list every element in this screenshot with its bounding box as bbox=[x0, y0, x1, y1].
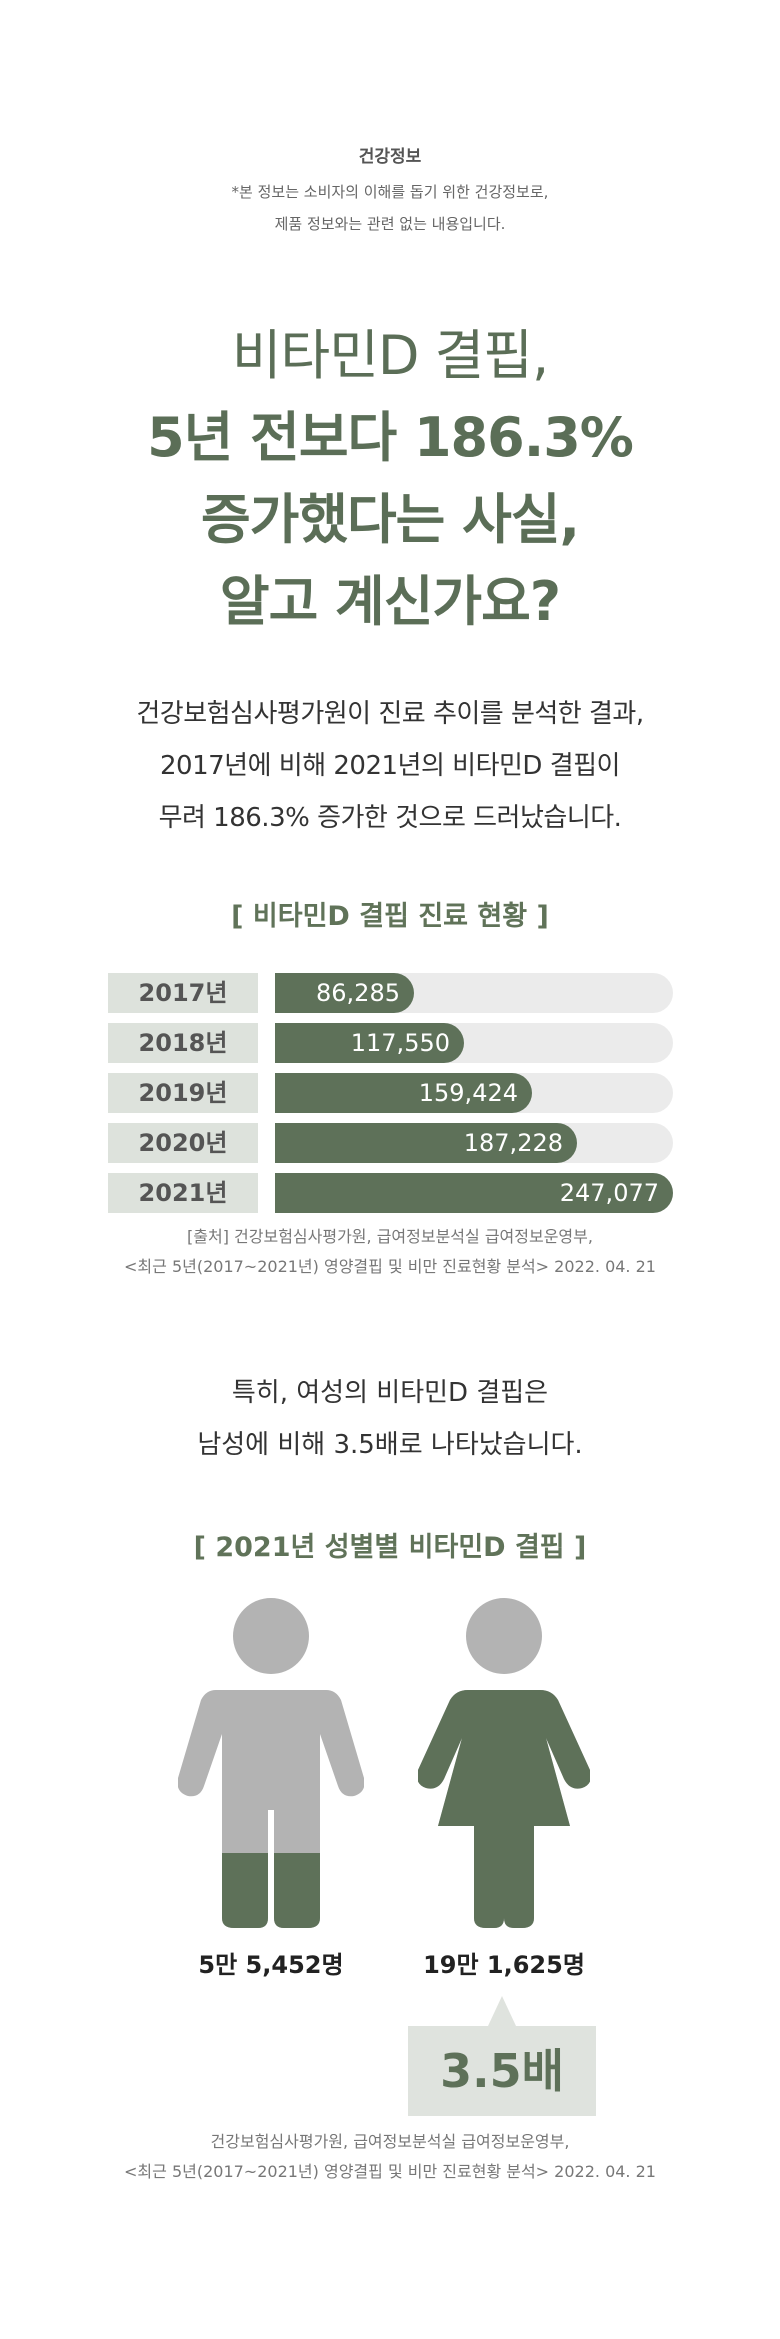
bar-row: 2018년 117,550 bbox=[108, 1023, 673, 1063]
ratio-pointer bbox=[488, 1996, 516, 2026]
gender-lead: 특히, 여성의 비타민D 결핍은 남성에 비해 3.5배로 나타났습니다. bbox=[0, 1367, 780, 1471]
bar-track: 247,077 bbox=[275, 1173, 673, 1213]
bar: 117,550 bbox=[275, 1023, 464, 1063]
gender-chart-source: 건강보험심사평가원, 급여정보분석실 급여정보운영부, <최근 5년(2017~… bbox=[0, 2127, 780, 2187]
headline-line-4: 알고 계신가요? bbox=[219, 570, 561, 633]
gender-source-line-1: 건강보험심사평가원, 급여정보분석실 급여정보운영부, bbox=[210, 2132, 570, 2151]
male-fill bbox=[178, 1853, 364, 1928]
bar: 86,285 bbox=[275, 973, 414, 1013]
bar-category-label: 2020년 bbox=[108, 1123, 258, 1163]
bar-row: 2019년 159,424 bbox=[108, 1073, 673, 1113]
bar-track: 187,228 bbox=[275, 1123, 673, 1163]
lead-line-1: 건강보험심사평가원이 진료 추이를 분석한 결과, bbox=[136, 699, 644, 729]
female-count: 19만 1,625명 bbox=[423, 1951, 585, 1979]
gender-source-line-2: <최근 5년(2017~2021년) 영양결핍 및 비만 진료현황 분석> 20… bbox=[124, 2162, 656, 2181]
female-figure-icon bbox=[418, 1598, 590, 1928]
bar-row: 2021년 247,077 bbox=[108, 1173, 673, 1213]
bar-track: 159,424 bbox=[275, 1073, 673, 1113]
bar-category-label: 2017년 bbox=[108, 973, 258, 1013]
source-line-2: <최근 5년(2017~2021년) 영양결핍 및 비만 진료현황 분석> 20… bbox=[124, 1257, 656, 1276]
lead-paragraph: 건강보험심사평가원이 진료 추이를 분석한 결과, 2017년에 비해 2021… bbox=[0, 688, 780, 844]
disclaimer-note: *본 정보는 소비자의 이해를 돕기 위한 건강정보로, 제품 정보와는 관련 … bbox=[0, 176, 780, 240]
source-line-1: [출처] 건강보험심사평가원, 급여정보분석실 급여정보운영부, bbox=[187, 1227, 593, 1246]
lead-line-3: 무려 186.3% 증가한 것으로 드러났습니다. bbox=[158, 803, 622, 833]
headline-line-1: 비타민D 결핍, bbox=[231, 324, 549, 387]
bar-track: 117,550 bbox=[275, 1023, 673, 1063]
bar: 187,228 bbox=[275, 1123, 577, 1163]
bar-row: 2017년 86,285 bbox=[108, 973, 673, 1013]
female-fill bbox=[418, 1678, 590, 1928]
bar-category-label: 2021년 bbox=[108, 1173, 258, 1213]
bar-category-label: 2018년 bbox=[108, 1023, 258, 1063]
info-tag: 건강정보 bbox=[358, 147, 422, 167]
disclaimer-line-2: 제품 정보와는 관련 없는 내용입니다. bbox=[274, 215, 506, 233]
gender-lead-line-2: 남성에 비해 3.5배로 나타났습니다. bbox=[197, 1430, 583, 1460]
bar: 159,424 bbox=[275, 1073, 532, 1113]
male-count: 5만 5,452명 bbox=[198, 1951, 344, 1979]
gender-chart-title: [ 2021년 성별별 비타민D 결핍 ] bbox=[193, 1532, 587, 1563]
bar-row: 2020년 187,228 bbox=[108, 1123, 673, 1163]
male-figure-icon bbox=[178, 1598, 364, 1928]
gender-lead-line-1: 특히, 여성의 비타민D 결핍은 bbox=[231, 1378, 549, 1408]
male-base bbox=[178, 1598, 364, 1928]
headline: 비타민D 결핍, 5년 전보다 186.3% 증가했다는 사실, 알고 계신가요… bbox=[0, 315, 780, 643]
chart-title: [ 비타민D 결핍 진료 현황 ] bbox=[231, 901, 549, 932]
bar-category-label: 2019년 bbox=[108, 1073, 258, 1113]
disclaimer-line-1: *본 정보는 소비자의 이해를 돕기 위한 건강정보로, bbox=[231, 183, 549, 201]
bar-track: 86,285 bbox=[275, 973, 673, 1013]
chart-source: [출처] 건강보험심사평가원, 급여정보분석실 급여정보운영부, <최근 5년(… bbox=[0, 1222, 780, 1282]
headline-line-2: 5년 전보다 186.3% bbox=[147, 406, 634, 469]
lead-line-2: 2017년에 비해 2021년의 비타민D 결핍이 bbox=[160, 751, 620, 781]
ratio-badge: 3.5배 bbox=[408, 2026, 596, 2116]
headline-line-3: 증가했다는 사실, bbox=[200, 488, 580, 551]
bar: 247,077 bbox=[275, 1173, 673, 1213]
